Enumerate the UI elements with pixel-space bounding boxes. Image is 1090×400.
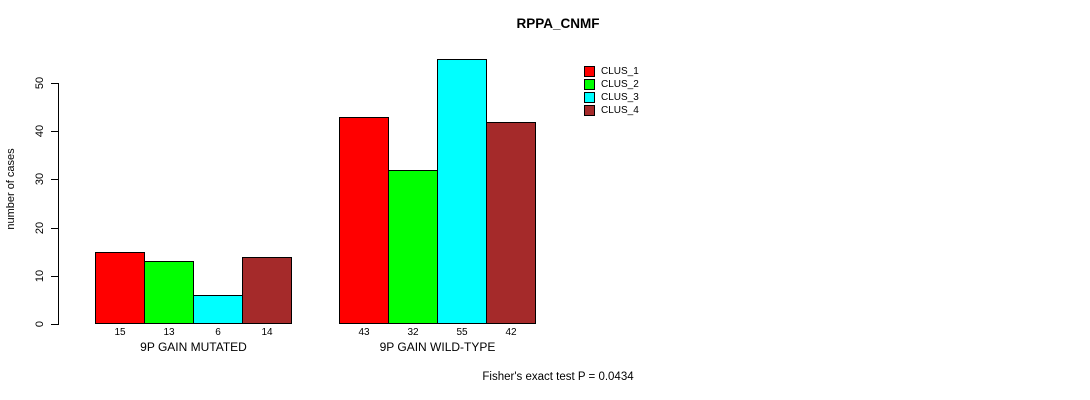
y-tick bbox=[51, 83, 58, 84]
bar-clus_3-group-1 bbox=[193, 295, 243, 324]
bar-value-label: 42 bbox=[505, 327, 517, 338]
legend-swatch-clus-4-icon bbox=[584, 105, 595, 116]
bar-clus_4-group-1 bbox=[242, 257, 292, 324]
bar-clus_1-group-1 bbox=[95, 252, 145, 324]
y-tick-label: 50 bbox=[34, 76, 46, 90]
y-tick bbox=[51, 275, 58, 277]
legend-item: CLUS_2 bbox=[584, 78, 639, 91]
bar-value-label: 55 bbox=[456, 327, 468, 338]
y-tick-label: 10 bbox=[34, 269, 46, 282]
bar-value-label: 6 bbox=[215, 327, 221, 338]
y-tick-label: 30 bbox=[34, 173, 46, 186]
bar-value-label: 32 bbox=[407, 327, 419, 338]
chart-title: RPPA_CNMF bbox=[516, 16, 600, 31]
bar-clus_1-group-2 bbox=[339, 117, 389, 324]
y-tick-label: 20 bbox=[34, 221, 46, 234]
legend-swatch-clus-1-icon bbox=[584, 66, 595, 77]
legend-swatch-clus-2-icon bbox=[584, 79, 595, 90]
bar-value-label: 43 bbox=[358, 327, 370, 338]
legend-item: CLUS_4 bbox=[584, 104, 639, 117]
bar-value-label: 15 bbox=[114, 327, 126, 338]
legend-swatch-clus-3-icon bbox=[584, 92, 595, 103]
y-axis-label: number of cases bbox=[5, 148, 17, 230]
y-tick bbox=[51, 131, 58, 133]
legend-label: CLUS_4 bbox=[601, 105, 639, 116]
bar-clus_2-group-2 bbox=[388, 170, 438, 324]
bar-clus_2-group-1 bbox=[144, 261, 194, 324]
bar-clus_3-group-2 bbox=[437, 59, 487, 324]
legend-label: CLUS_3 bbox=[601, 92, 639, 103]
y-tick bbox=[51, 324, 58, 325]
y-tick bbox=[51, 227, 58, 229]
y-tick-label: 40 bbox=[34, 125, 46, 138]
y-axis bbox=[58, 83, 59, 325]
legend-item: CLUS_1 bbox=[584, 65, 639, 78]
group-label: 9P GAIN WILD-TYPE bbox=[379, 340, 496, 354]
legend-label: CLUS_2 bbox=[601, 79, 639, 90]
bar-value-label: 13 bbox=[163, 327, 175, 338]
y-tick bbox=[51, 179, 58, 181]
bar-value-label: 14 bbox=[261, 327, 273, 338]
legend-label: CLUS_1 bbox=[601, 66, 639, 77]
group-label: 9P GAIN MUTATED bbox=[140, 340, 247, 354]
y-tick-label: 0 bbox=[34, 320, 46, 328]
bar-clus_4-group-2 bbox=[486, 122, 536, 324]
footer-stat: Fisher's exact test P = 0.0434 bbox=[482, 371, 634, 383]
legend: CLUS_1 CLUS_2 CLUS_3 CLUS_4 bbox=[584, 65, 639, 117]
legend-item: CLUS_3 bbox=[584, 91, 639, 104]
